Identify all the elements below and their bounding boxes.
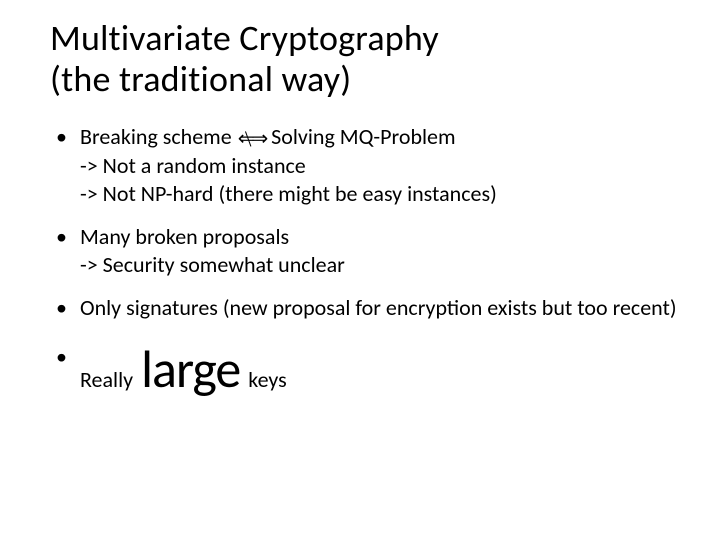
slide-title: Multivariate Cryptography (the tradition… [50,18,680,101]
bullet-2-sub-1: -> Security somewhat unclear [80,251,680,280]
bullet-1-sub-1: -> Not a random instance [80,152,680,181]
bullet-4: Really large keys [80,343,680,395]
bullet-1-sub-2: -> Not NP-hard (there might be easy inst… [80,180,680,209]
bullet-4-pre: Really [80,366,133,395]
bullet-2: Many broken proposals -> Security somewh… [80,223,680,280]
bullet-list: Breaking scheme ⇐⇒ Solving MQ-Problem ->… [50,123,680,395]
bullet-4-big: large [141,343,240,395]
bullet-4-post: keys [248,366,286,395]
title-line-2: (the traditional way) [50,57,351,101]
slide: Multivariate Cryptography (the tradition… [0,0,720,540]
bullet-3-main: Only signatures (new proposal for encryp… [80,294,677,321]
title-line-1: Multivariate Cryptography [50,16,439,60]
bullet-1-post: Solving MQ-Problem [266,123,455,150]
bullet-2-main: Many broken proposals [80,223,289,250]
bullet-3: Only signatures (new proposal for encryp… [80,294,680,323]
not-iff-symbol: ⇐⇒ [237,126,267,152]
bullet-1-pre: Breaking scheme [80,123,237,150]
bullet-1: Breaking scheme ⇐⇒ Solving MQ-Problem ->… [80,123,680,209]
